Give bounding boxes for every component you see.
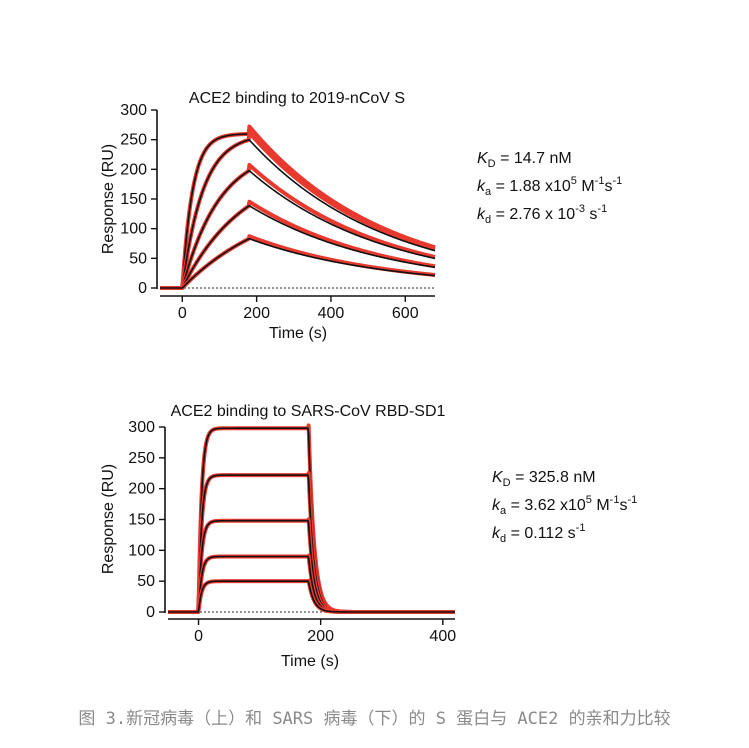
sensorgram-fit-5 bbox=[159, 237, 436, 289]
kd-constant-sars: KD = 325.8 nM bbox=[492, 469, 596, 489]
y-tick-label: 50 bbox=[137, 573, 155, 590]
x-tick-label: 200 bbox=[243, 305, 270, 322]
x-tick-label: 400 bbox=[318, 305, 345, 322]
y-tick-label: 300 bbox=[128, 419, 155, 436]
kd-constant-ncov: KD = 14.7 nM bbox=[477, 150, 572, 170]
chart-sars-series bbox=[166, 423, 457, 614]
chart-sars-ticks: 0 50 100 150 200 250 300 0 200 400 bbox=[128, 419, 456, 645]
sensorgram-fit-4 bbox=[159, 205, 436, 289]
chart-ncov-xlabel: Time (s) bbox=[269, 325, 327, 342]
sensorgram-fit-1 bbox=[159, 133, 436, 289]
sensorgram-fit-3 bbox=[159, 169, 436, 289]
x-tick-label: 400 bbox=[429, 628, 456, 645]
y-tick-label: 300 bbox=[120, 102, 147, 119]
ka-rate-ncov: ka = 1.88 x105 M-1s-1 bbox=[477, 175, 622, 198]
y-tick-label: 150 bbox=[120, 191, 147, 208]
y-tick-label: 0 bbox=[138, 280, 147, 297]
y-tick-label: 200 bbox=[120, 161, 147, 178]
chart-ncov-ylabel: Response (RU) bbox=[100, 144, 117, 254]
chart-ncov: ACE2 binding to 2019-nCoV S Response (RU… bbox=[100, 90, 622, 342]
chart-ncov-series bbox=[158, 124, 437, 290]
chart-ncov-title: ACE2 binding to 2019-nCoV S bbox=[189, 90, 405, 107]
y-tick-label: 150 bbox=[128, 512, 155, 529]
chart-ncov-kinetics: KD = 14.7 nM ka = 1.88 x105 M-1s-1 kd = … bbox=[477, 150, 622, 226]
y-tick-label: 0 bbox=[146, 604, 155, 621]
sensorgram-fit-2 bbox=[159, 139, 436, 289]
x-tick-label: 0 bbox=[194, 628, 203, 645]
x-tick-label: 600 bbox=[392, 305, 419, 322]
chart-sars: ACE2 binding to SARS-CoV RBD-SD1 Respons… bbox=[100, 403, 637, 670]
y-tick-label: 250 bbox=[120, 132, 147, 149]
y-tick-label: 250 bbox=[128, 450, 155, 467]
chart-sars-kinetics: KD = 325.8 nM ka = 3.62 x105 M-1s-1 kd =… bbox=[492, 469, 637, 545]
kd-rate-sars: kd = 0.112 s-1 bbox=[492, 522, 585, 545]
chart-ncov-ticks: 0 50 100 150 200 250 300 0 200 400 600 bbox=[120, 102, 418, 322]
x-tick-label: 200 bbox=[307, 628, 334, 645]
chart-sars-ylabel: Response (RU) bbox=[100, 464, 117, 574]
y-tick-label: 200 bbox=[128, 481, 155, 498]
chart-sars-xlabel: Time (s) bbox=[281, 653, 339, 670]
sensorgram-data-1 bbox=[158, 124, 437, 290]
kd-rate-ncov: kd = 2.76 x 10-3 s-1 bbox=[477, 203, 607, 226]
y-tick-label: 100 bbox=[120, 221, 147, 238]
x-tick-label: 0 bbox=[178, 305, 187, 322]
y-tick-label: 50 bbox=[129, 250, 147, 267]
ka-rate-sars: ka = 3.62 x105 M-1s-1 bbox=[492, 494, 637, 517]
sensorgram-fit-5 bbox=[167, 580, 456, 613]
figure-caption: 图 3.新冠病毒（上）和 SARS 病毒（下）的 S 蛋白与 ACE2 的亲和力… bbox=[78, 709, 671, 729]
y-tick-label: 100 bbox=[128, 542, 155, 559]
chart-sars-title: ACE2 binding to SARS-CoV RBD-SD1 bbox=[171, 403, 446, 420]
